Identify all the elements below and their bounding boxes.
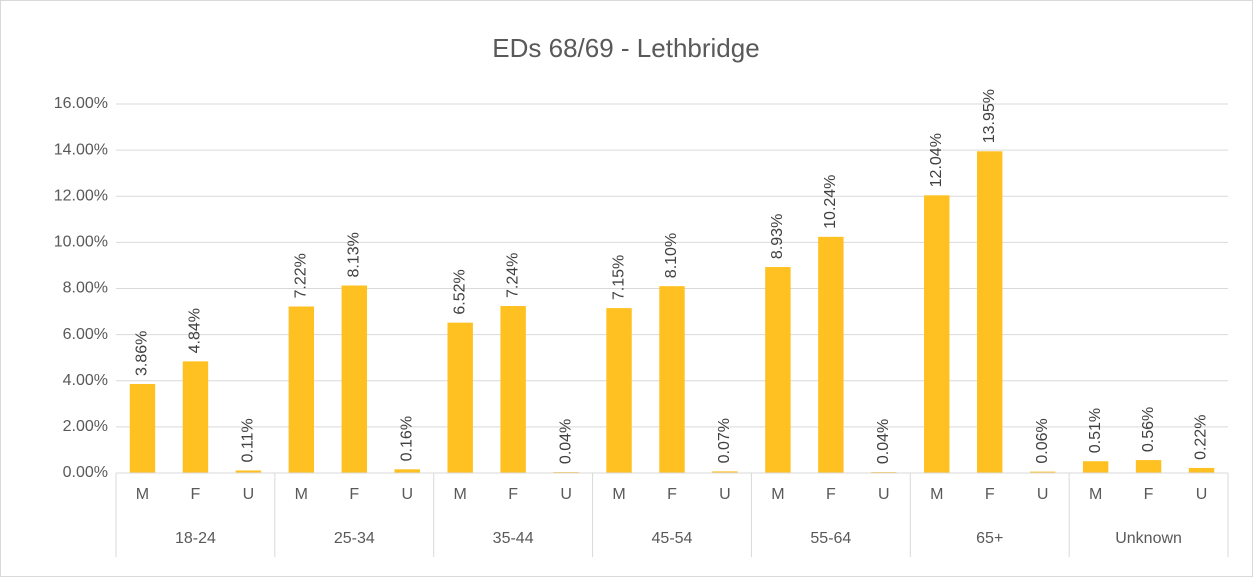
bar — [288, 306, 315, 473]
y-tick-label: 2.00% — [63, 418, 108, 435]
x-tick-label: M — [1089, 486, 1102, 503]
group-label: 55-64 — [810, 530, 851, 547]
bar — [924, 195, 950, 473]
data-label: 3.86% — [134, 331, 151, 376]
data-label: 7.15% — [610, 255, 627, 300]
data-label: 12.04% — [928, 133, 945, 187]
x-tick-label: M — [295, 486, 308, 503]
bar — [712, 471, 738, 473]
group-label: 65+ — [976, 530, 1003, 547]
x-tick-label: F — [985, 486, 995, 503]
group-label: 35-44 — [493, 530, 534, 547]
data-label: 10.24% — [822, 175, 839, 229]
x-tick-label: F — [667, 486, 677, 503]
y-tick-label: 12.00% — [54, 187, 108, 204]
x-tick-label: U — [1037, 486, 1049, 503]
y-tick-label: 16.00% — [54, 95, 108, 112]
bar — [765, 267, 791, 473]
bar — [341, 285, 367, 473]
data-label: 6.52% — [451, 269, 468, 314]
x-tick-label: F — [1144, 486, 1154, 503]
x-tick-label: M — [771, 486, 784, 503]
data-label: 0.22% — [1193, 415, 1210, 460]
data-label: 0.04% — [557, 419, 574, 464]
x-tick-label: U — [243, 486, 255, 503]
y-tick-label: 8.00% — [63, 280, 108, 297]
bar — [500, 306, 526, 473]
x-tick-label: U — [401, 486, 413, 503]
bar — [182, 361, 209, 473]
y-tick-label: 0.00% — [63, 464, 108, 481]
data-label: 8.13% — [346, 232, 363, 277]
data-label: 7.24% — [504, 253, 521, 298]
data-label: 13.95% — [981, 89, 998, 143]
x-tick-label: M — [136, 486, 149, 503]
chart-title: EDs 68/69 - Lethbridge — [492, 33, 759, 63]
data-label: 0.56% — [1140, 407, 1157, 452]
data-label: 7.22% — [293, 253, 310, 298]
bar — [606, 308, 632, 473]
x-tick-label: U — [878, 486, 890, 503]
bar — [447, 322, 473, 473]
y-tick-label: 14.00% — [54, 141, 108, 158]
bar — [818, 236, 844, 473]
x-tick-label: M — [454, 486, 467, 503]
data-label: 0.07% — [716, 418, 733, 463]
x-tick-label: U — [560, 486, 572, 503]
bar — [977, 151, 1003, 473]
group-label: 45-54 — [652, 530, 693, 547]
data-label: 4.84% — [187, 308, 204, 353]
data-label: 0.16% — [398, 416, 415, 461]
bar — [1082, 461, 1109, 473]
data-label: 0.11% — [240, 418, 257, 462]
x-tick-label: U — [1196, 486, 1208, 503]
x-tick-label: F — [191, 486, 201, 503]
group-label: 25-34 — [334, 530, 375, 547]
bar — [1029, 471, 1056, 473]
bar — [1188, 467, 1215, 473]
x-tick-label: U — [719, 486, 731, 503]
bar — [394, 469, 420, 473]
group-label: Unknown — [1115, 530, 1182, 547]
bar — [1135, 460, 1162, 473]
data-label: 0.51% — [1087, 408, 1104, 453]
y-tick-label: 6.00% — [63, 326, 108, 343]
x-tick-label: M — [612, 486, 625, 503]
group-label: 18-24 — [175, 530, 216, 547]
data-label: 8.93% — [769, 214, 786, 259]
data-label: 0.04% — [875, 419, 892, 464]
y-tick-label: 4.00% — [63, 372, 108, 389]
bar — [235, 470, 262, 473]
data-label: 0.06% — [1034, 418, 1051, 463]
x-tick-label: F — [826, 486, 836, 503]
data-label: 8.10% — [663, 233, 680, 278]
y-tick-label: 10.00% — [54, 234, 108, 251]
x-tick-label: F — [349, 486, 359, 503]
x-tick-label: M — [930, 486, 943, 503]
bar — [659, 286, 685, 473]
x-tick-label: F — [508, 486, 518, 503]
bar — [129, 383, 156, 473]
